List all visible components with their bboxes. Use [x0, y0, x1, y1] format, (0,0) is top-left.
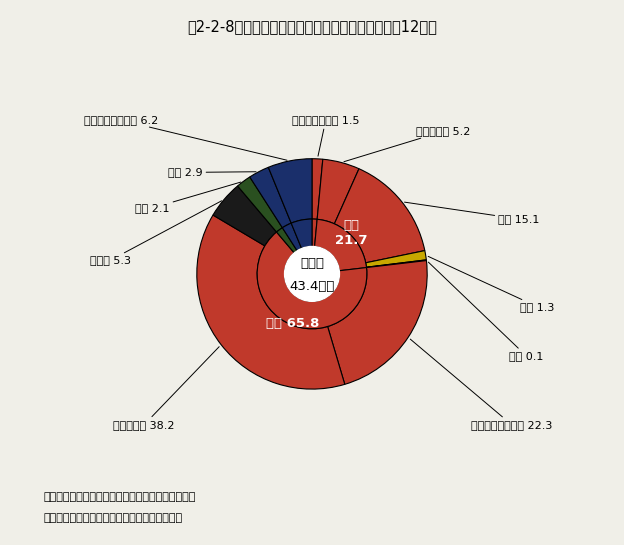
- Wedge shape: [312, 159, 323, 219]
- Text: 理学
21.7: 理学 21.7: [336, 219, 368, 247]
- Wedge shape: [317, 159, 359, 224]
- Text: 農学 2.1: 農学 2.1: [135, 182, 241, 213]
- Text: 工学 65.8: 工学 65.8: [266, 317, 319, 330]
- Wedge shape: [268, 159, 312, 223]
- Text: 化学 15.1: 化学 15.1: [404, 202, 540, 224]
- Wedge shape: [314, 219, 366, 271]
- Wedge shape: [366, 260, 426, 268]
- Text: 人文・社会科学 1.5: 人文・社会科学 1.5: [292, 116, 359, 156]
- Wedge shape: [366, 251, 426, 267]
- Wedge shape: [312, 219, 317, 246]
- Wedge shape: [283, 223, 301, 251]
- Text: 数学・物理 5.2: 数学・物理 5.2: [344, 126, 470, 162]
- Text: その他の自然科学 6.2: その他の自然科学 6.2: [84, 116, 287, 160]
- Wedge shape: [257, 232, 367, 329]
- Wedge shape: [238, 177, 283, 232]
- Wedge shape: [213, 186, 276, 246]
- Wedge shape: [276, 228, 297, 253]
- Text: 地学 0.1: 地学 0.1: [429, 262, 544, 361]
- Wedge shape: [334, 169, 425, 263]
- Text: 保健 2.9: 保健 2.9: [168, 167, 256, 178]
- Wedge shape: [291, 219, 312, 249]
- Wedge shape: [328, 261, 427, 384]
- Text: 43.4万人: 43.4万人: [290, 280, 334, 293]
- Text: 電気・通信 38.2: 電気・通信 38.2: [114, 347, 219, 430]
- Wedge shape: [250, 167, 291, 228]
- Text: 資料：総務省統計局「科学技術研究調査報告」: 資料：総務省統計局「科学技術研究調査報告」: [44, 513, 183, 523]
- Text: 総　数: 総 数: [300, 257, 324, 270]
- Text: 注）数字は会社等全体に占める割合（％）である。: 注）数字は会社等全体に占める割合（％）である。: [44, 492, 196, 501]
- Text: 第2-2-8図　会社等の研究者の専門別構成比（平成12年）: 第2-2-8図 会社等の研究者の専門別構成比（平成12年）: [187, 19, 437, 34]
- Text: 機械・船舶・航空 22.3: 機械・船舶・航空 22.3: [410, 339, 552, 430]
- Wedge shape: [197, 215, 345, 389]
- Text: その他 5.3: その他 5.3: [90, 201, 222, 265]
- Text: 生物 1.3: 生物 1.3: [428, 256, 555, 312]
- Circle shape: [285, 246, 339, 301]
